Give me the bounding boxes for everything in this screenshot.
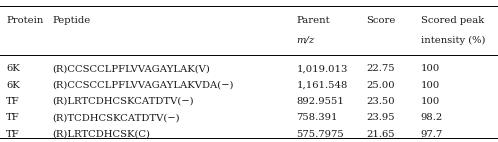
Text: 6K: 6K: [6, 64, 20, 73]
Text: 21.65: 21.65: [366, 130, 394, 139]
Text: 6K: 6K: [6, 81, 20, 90]
Text: 1,019.013: 1,019.013: [296, 64, 348, 73]
Text: Parent: Parent: [296, 16, 330, 25]
Text: 23.50: 23.50: [366, 97, 394, 106]
Text: m/z: m/z: [296, 36, 314, 45]
Text: 25.00: 25.00: [366, 81, 394, 90]
Text: TF: TF: [6, 130, 20, 139]
Text: (R)LRTCDHCSKCATDTV(−): (R)LRTCDHCSKCATDTV(−): [52, 97, 194, 106]
Text: 100: 100: [421, 97, 440, 106]
Text: (R)LRTCDHCSK(C): (R)LRTCDHCSK(C): [52, 130, 150, 139]
Text: 23.95: 23.95: [366, 113, 394, 122]
Text: Score: Score: [366, 16, 395, 25]
Text: TF: TF: [6, 97, 20, 106]
Text: (R)TCDHCSKCATDTV(−): (R)TCDHCSKCATDTV(−): [52, 113, 180, 122]
Text: 758.391: 758.391: [296, 113, 338, 122]
Text: intensity (%): intensity (%): [421, 36, 486, 45]
Text: Protein: Protein: [6, 16, 43, 25]
Text: 97.7: 97.7: [421, 130, 443, 139]
Text: (R)CCSCCLPFLVVAGAYLAK(V): (R)CCSCCLPFLVVAGAYLAK(V): [52, 64, 210, 73]
Text: 100: 100: [421, 81, 440, 90]
Text: 892.9551: 892.9551: [296, 97, 344, 106]
Text: 22.75: 22.75: [366, 64, 394, 73]
Text: 100: 100: [421, 64, 440, 73]
Text: TF: TF: [6, 113, 20, 122]
Text: 1,161.548: 1,161.548: [296, 81, 348, 90]
Text: (R)CCSCCLPFLVVAGAYLAKVDA(−): (R)CCSCCLPFLVVAGAYLAKVDA(−): [52, 81, 234, 90]
Text: Peptide: Peptide: [52, 16, 91, 25]
Text: 575.7975: 575.7975: [296, 130, 344, 139]
Text: 98.2: 98.2: [421, 113, 443, 122]
Text: Scored peak: Scored peak: [421, 16, 484, 25]
